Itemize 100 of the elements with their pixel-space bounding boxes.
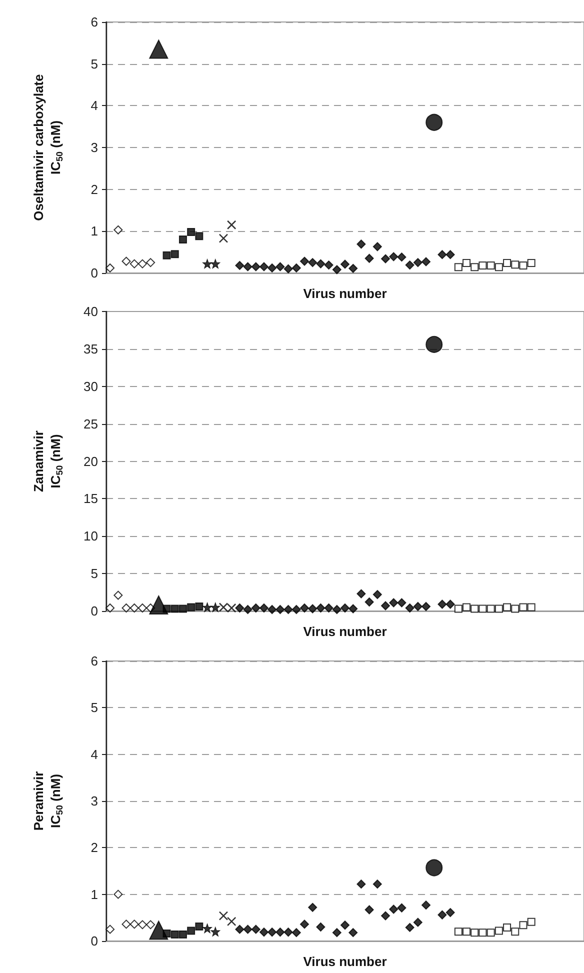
y-tick-label: 15 [84,491,98,506]
y-tick-label: 40 [84,304,98,319]
point [178,930,187,938]
point [364,254,374,263]
point [422,602,431,612]
point [251,924,260,934]
point [426,114,443,131]
x-axis-title: Virus number [303,954,387,969]
point [324,604,334,613]
point [292,605,301,614]
point [187,228,196,236]
point [389,904,398,914]
point [332,265,342,274]
point [348,928,358,938]
y-tick-label: 6 [90,14,98,30]
point [202,602,212,612]
point [300,604,309,613]
point [268,928,277,937]
point [511,604,520,613]
point [292,928,301,938]
y-tick-label: 5 [90,700,98,716]
point [162,930,171,938]
point [364,598,374,607]
point [348,604,358,614]
point [316,604,326,613]
point [284,605,293,614]
point [422,900,431,910]
point [259,262,268,272]
point [462,928,471,936]
point [162,251,171,260]
point [292,263,301,272]
point [413,602,422,612]
point [149,40,168,59]
point [405,604,414,613]
point [146,258,156,268]
point [527,258,536,267]
point [405,260,414,270]
point [364,905,374,914]
point [243,924,252,934]
point [106,604,115,613]
point [210,258,220,269]
point [226,220,236,230]
point [276,605,285,614]
point [178,236,187,244]
y-tick-label: 35 [84,341,98,356]
point [389,598,398,608]
point [454,604,462,613]
point [381,911,390,920]
y-tick-label: 4 [90,98,98,114]
y-tick-label: 1 [90,224,98,239]
point [122,920,131,929]
point [162,604,171,613]
point [454,263,462,272]
point [235,604,244,613]
point [122,256,131,266]
point [503,258,512,267]
point [308,604,318,614]
point [372,880,382,889]
point [446,600,455,609]
point [486,928,495,937]
point [202,258,212,269]
point [478,261,487,270]
y-tick-label: 1 [90,886,98,902]
point [235,260,244,270]
point [511,928,520,936]
point [130,259,139,268]
y-tick-label: 5 [90,566,98,582]
point [426,859,443,876]
point [332,605,342,614]
y-tick-label: 6 [90,654,98,668]
point [114,890,123,899]
point [170,604,179,613]
y-tick-label: 30 [84,378,98,394]
point [316,922,326,932]
y-tick-label: 5 [90,56,98,72]
point [316,259,326,268]
point [462,603,471,612]
point [324,260,334,270]
point [218,911,228,920]
point [130,920,139,929]
point [210,926,220,936]
point [413,258,422,268]
point [276,262,285,272]
point [268,263,277,272]
point [195,232,204,240]
point [503,923,512,932]
point [332,928,342,938]
point [284,264,293,274]
point [149,920,168,940]
point [438,250,447,260]
point [519,921,528,930]
y-tick-label: 2 [90,840,98,856]
y-tick-label: 0 [90,266,98,280]
point [470,604,479,613]
point [251,262,260,272]
point [470,928,479,937]
point [446,250,455,260]
point [138,604,147,613]
point [146,920,156,930]
point [381,254,390,264]
